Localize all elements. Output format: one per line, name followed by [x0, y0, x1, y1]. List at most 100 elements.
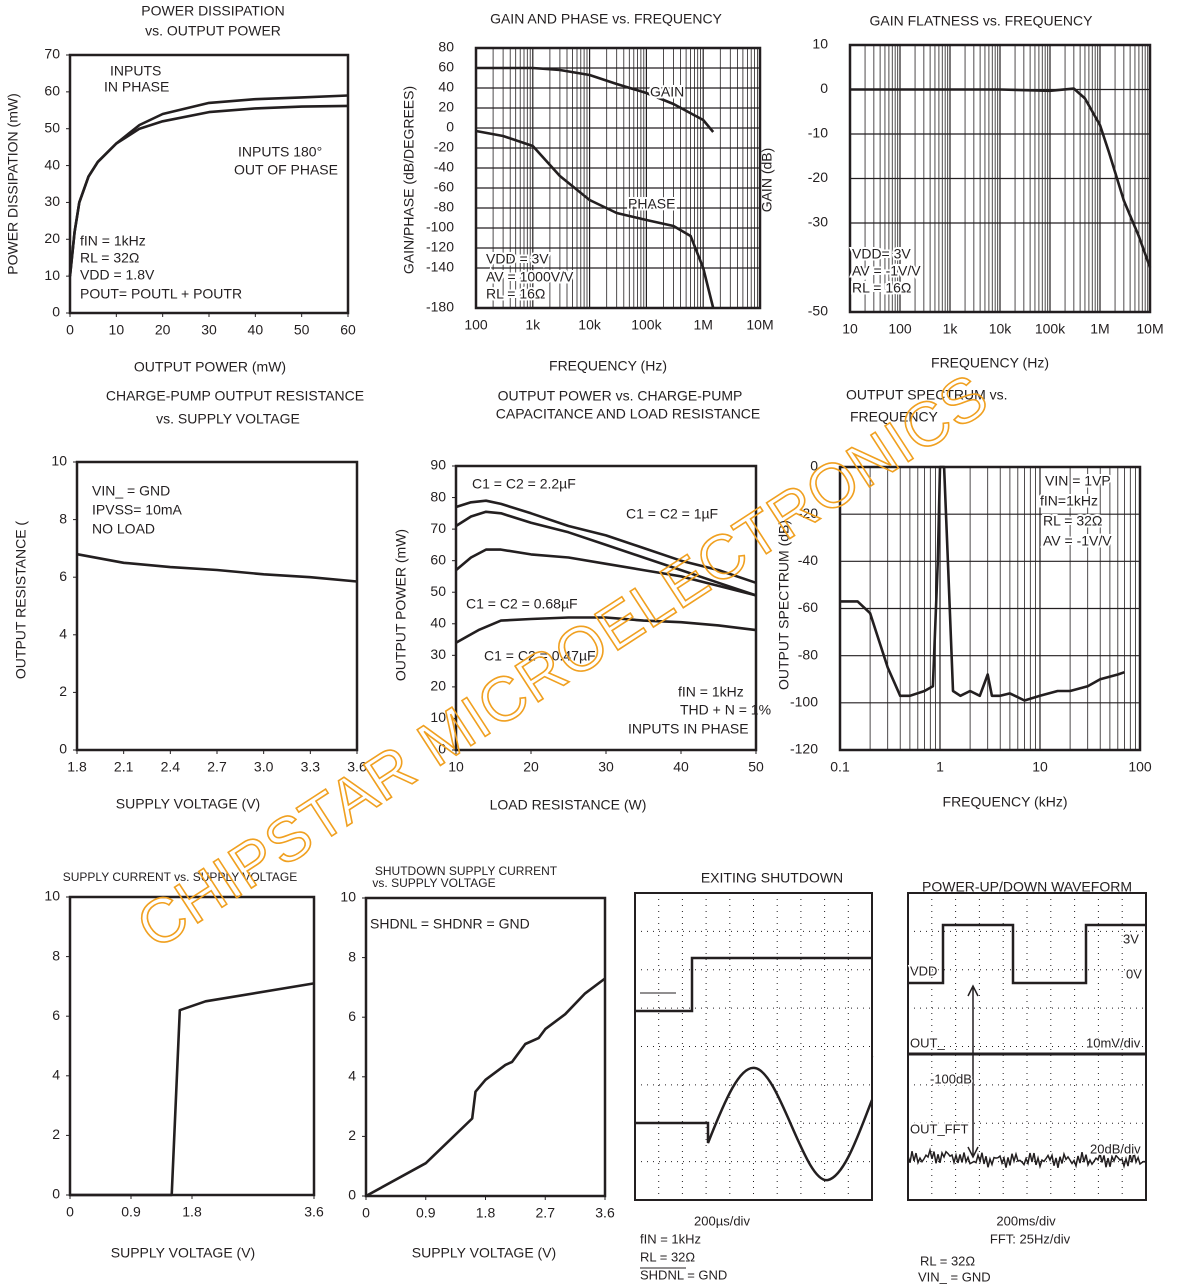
x-tick-label: 60 [340, 322, 356, 338]
y-axis-label: GAIN/PHASE (dB/DEGREES) [401, 86, 417, 274]
x-tick-label: 20 [523, 759, 539, 775]
x-tick-label: 10 [109, 322, 125, 338]
x-tick-label: 10k [989, 321, 1013, 337]
y-tick-label: 10 [340, 889, 356, 905]
y-axis-label: GAIN (dB) [759, 148, 775, 213]
y-tick-label: 40 [430, 614, 446, 630]
y-tick-label: 10 [51, 453, 67, 469]
y-tick-label: 10 [812, 36, 828, 52]
y-axis-label: OUTPUT POWER (mW) [393, 529, 409, 681]
annotation: INPUTS IN PHASE [628, 721, 749, 737]
x-tick-label: 1.8 [182, 1204, 202, 1220]
y-tick-label: -60 [798, 599, 818, 615]
y-tick-label: 70 [44, 46, 60, 62]
y-tick-label: -40 [798, 552, 818, 568]
x-tick-label: 3.6 [304, 1204, 324, 1220]
chart-title: vs. SUPPLY VOLTAGE [372, 876, 495, 890]
x-tick-label: 3.3 [301, 759, 321, 775]
x-tick-label: 30 [201, 322, 217, 338]
annotation: VDD = 3V [486, 251, 549, 267]
y-tick-label: -50 [808, 303, 828, 319]
y-tick-label: 0 [59, 741, 67, 757]
x-tick-label: 100 [888, 321, 912, 337]
chart-title: GAIN AND PHASE vs. FREQUENCY [490, 11, 722, 27]
y-axis-label: OUTPUT RESISTANCE ( [13, 521, 29, 680]
x-tick-label: 10k [578, 317, 602, 333]
y-tick-label: -20 [808, 169, 828, 185]
x-tick-label: 40 [673, 759, 689, 775]
chart-title: EXITING SHUTDOWN [701, 870, 843, 886]
x-tick-label: 100k [1035, 321, 1066, 337]
x-tick-label: 1M [1090, 321, 1109, 337]
series-label: C1 = C2 = 0.68µF [466, 596, 578, 612]
x-axis-label: OUTPUT POWER (mW) [134, 359, 286, 375]
page: POWER DISSIPATIONvs. OUTPUT POWER0102030… [0, 0, 1182, 1288]
x-tick-label: 50 [294, 322, 310, 338]
y-tick-label: 90 [430, 457, 446, 473]
scope-frame [635, 893, 872, 1200]
x-tick-label: 3.0 [254, 759, 274, 775]
y-tick-label: 60 [44, 83, 60, 99]
y-tick-label: 10 [44, 888, 60, 904]
y-tick-label: 40 [44, 156, 60, 172]
chart-title: OUTPUT POWER vs. CHARGE-PUMP [498, 388, 743, 404]
chart-title: vs. OUTPUT POWER [145, 23, 281, 39]
y-tick-label: -60 [434, 179, 454, 195]
series-label: PHASE [628, 196, 675, 212]
x-axis-label: FREQUENCY (kHz) [943, 794, 1068, 810]
x-axis-label: FREQUENCY (Hz) [931, 355, 1049, 371]
scope-note: SHDNL = GND [640, 1267, 727, 1282]
chart-title: vs. SUPPLY VOLTAGE [156, 411, 300, 427]
annotation: fIN=1kHz [1040, 493, 1098, 509]
y-tick-label: 10 [44, 267, 60, 283]
y-tick-label: 80 [430, 488, 446, 504]
x-tick-label: 30 [598, 759, 614, 775]
chart-title: CHARGE-PUMP OUTPUT RESISTANCE [106, 388, 364, 404]
y-tick-label: 8 [52, 947, 60, 963]
x-tick-label: 50 [748, 759, 764, 775]
y-tick-label: 60 [430, 551, 446, 567]
y-tick-label: 20 [44, 230, 60, 246]
scope-label: 20dB/div [1090, 1141, 1141, 1156]
scope-label: VDD [910, 963, 937, 978]
scope-note: RL = 32Ω [920, 1253, 975, 1268]
annotation: THD + N = 1% [680, 702, 771, 718]
y-tick-label: 30 [44, 193, 60, 209]
y-tick-label: -80 [434, 199, 454, 215]
annotation: NO LOAD [92, 521, 155, 537]
y-tick-label: 4 [59, 626, 67, 642]
x-tick-label: 2.7 [536, 1205, 556, 1221]
y-tick-label: 30 [430, 646, 446, 662]
y-tick-label: 2 [52, 1126, 60, 1142]
annotation: SHDNL = SHDNR = GND [370, 916, 530, 932]
y-tick-label: -20 [434, 139, 454, 155]
annotation: VIN_ = GND [92, 483, 170, 499]
y-tick-label: -100 [790, 694, 818, 710]
annotation: IPVSS= 10mA [92, 502, 183, 518]
annotation: VDD = 1.8V [80, 267, 155, 283]
scope-label: 200µs/div [694, 1213, 750, 1228]
y-tick-label: 0 [348, 1187, 356, 1203]
chart-sheet: POWER DISSIPATIONvs. OUTPUT POWER0102030… [0, 0, 1182, 1288]
y-tick-label: -140 [426, 259, 454, 275]
annotation: RL = 32Ω [1043, 513, 1102, 529]
x-tick-label: 1.8 [476, 1205, 496, 1221]
annotation: POUT= POUTL + POUTR [80, 286, 242, 302]
annotation: fIN = 1kHz [80, 233, 146, 249]
y-tick-label: 70 [430, 520, 446, 536]
annotation: fIN = 1kHz [678, 684, 744, 700]
x-tick-label: 40 [248, 322, 264, 338]
y-tick-label: 0 [446, 119, 454, 135]
y-tick-label: 80 [438, 39, 454, 55]
y-tick-label: -30 [808, 214, 828, 230]
x-tick-label: 1k [943, 321, 959, 337]
x-tick-label: 1k [525, 317, 541, 333]
annotation: RL = 16Ω [852, 280, 911, 296]
chart-title: GAIN FLATNESS vs. FREQUENCY [870, 13, 1094, 29]
scope-label: 10mV/div [1086, 1035, 1141, 1050]
x-tick-label: 0 [362, 1205, 370, 1221]
chart-title: POWER DISSIPATION [141, 3, 284, 19]
x-tick-label: 0 [66, 1204, 74, 1220]
x-axis-label: FREQUENCY (Hz) [549, 358, 667, 374]
x-tick-label: 0.9 [416, 1205, 436, 1221]
